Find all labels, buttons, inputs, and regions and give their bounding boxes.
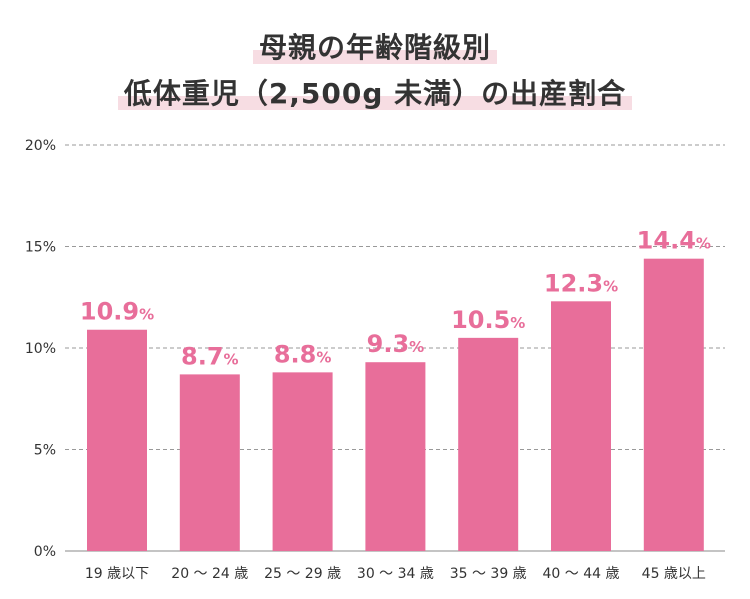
- x-tick-label: 19 歳以下: [85, 566, 149, 582]
- y-axis-tick-labels: 0% 5% 10% 15% 20%: [25, 138, 56, 560]
- value-label: 10.5%: [451, 306, 525, 334]
- chart-title-line-2: 低体重児（2,500g 未満）の出産割合: [0, 72, 750, 112]
- x-tick-label: 20 ～ 24 歳: [171, 566, 248, 582]
- y-tick-label: 20%: [25, 138, 56, 154]
- value-labels: 10.9% 8.7% 8.8% 9.3% 10.5% 12.3% 14.4%: [80, 227, 711, 371]
- value-label: 12.3%: [544, 269, 618, 297]
- x-tick-label: 35 ～ 39 歳: [450, 566, 527, 582]
- chart-title-line-1-text: 母親の年齢階級別: [252, 26, 498, 66]
- bar: [272, 372, 333, 551]
- chart-title-line-1: 母親の年齢階級別: [0, 26, 750, 66]
- value-label: 8.8%: [274, 340, 332, 368]
- y-tick-label: 10%: [25, 341, 56, 357]
- value-label: 8.7%: [181, 342, 239, 370]
- bar: [87, 329, 147, 551]
- x-tick-label: 25 ～ 29 歳: [264, 566, 341, 582]
- bar: [551, 301, 611, 551]
- value-label: 10.9%: [80, 298, 154, 326]
- x-axis-tick-labels: 19 歳以下 20 ～ 24 歳 25 ～ 29 歳 30 ～ 34 歳 35 ～ 39…: [85, 566, 706, 582]
- x-tick-label: 30 ～ 34 歳: [357, 566, 434, 582]
- x-tick-label: 40 ～ 44 歳: [543, 566, 620, 582]
- bar: [643, 258, 704, 551]
- value-label: 14.4%: [637, 227, 711, 255]
- chart-title: 母親の年齢階級別 低体重児（2,500g 未満）の出産割合: [0, 0, 750, 130]
- y-tick-label: 5%: [34, 443, 56, 459]
- bars: [87, 258, 704, 551]
- bar: [179, 374, 240, 551]
- bar: [365, 362, 426, 551]
- value-label: 9.3%: [367, 330, 425, 358]
- bar: [458, 337, 519, 551]
- x-tick-label: 45 歳以上: [642, 566, 706, 582]
- y-tick-label: 15%: [25, 240, 56, 256]
- chart-title-line-2-text: 低体重児（2,500g 未満）の出産割合: [117, 72, 633, 112]
- y-tick-label: 0%: [34, 544, 56, 560]
